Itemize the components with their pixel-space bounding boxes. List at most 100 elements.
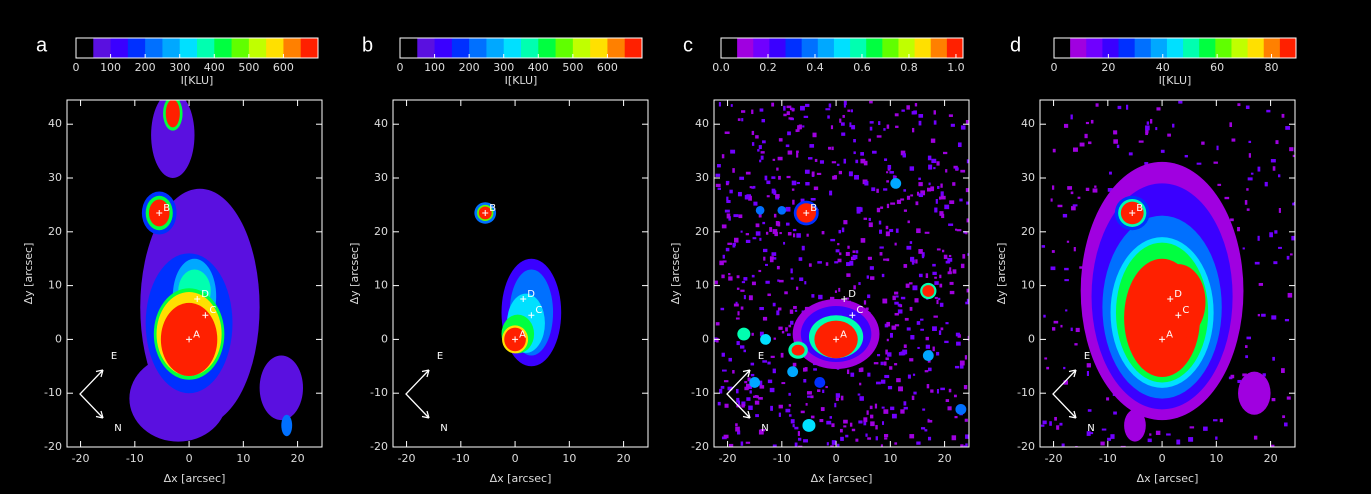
noise-pixel [739,177,744,180]
noise-pixel [949,267,951,271]
colorbar-step [111,38,129,58]
noise-pixel [812,171,815,176]
noise-pixel [959,199,962,202]
noise-pixel [945,169,947,172]
noise-pixel [887,352,891,356]
colorbar-tick-label: 100 [100,61,121,74]
noise-pixel [1190,426,1195,428]
noise-pixel [933,347,935,352]
noise-pixel [870,127,873,131]
noise-pixel [928,165,932,170]
noise-pixel [728,358,731,362]
noise-pixel [934,110,936,114]
noise-pixel [728,273,730,275]
noise-pixel [803,379,806,383]
noise-pixel [838,288,840,292]
noise-pixel [840,429,843,432]
noise-pixel [807,396,811,398]
noise-pixel [910,194,913,196]
colorbar-tick-label: 80 [1265,61,1279,74]
noise-pixel [811,294,814,298]
noise-pixel [917,321,920,325]
noise-pixel [933,316,937,318]
noise-pixel [817,389,820,392]
noise-pixel [809,144,814,148]
noise-pixel [953,269,957,273]
noise-pixel [771,103,774,107]
noise-pixel [1258,314,1260,316]
noise-pixel [918,114,923,118]
noise-pixel [736,389,739,393]
noise-pixel [746,240,750,243]
noise-pixel [762,119,766,122]
colorbar-step [802,38,819,58]
noise-pixel [738,192,742,196]
noise-pixel [792,109,795,111]
noise-pixel [932,264,936,267]
page: a0100200300400500600I[KLU]-20-1001020-20… [0,0,1371,494]
noise-pixel [904,344,907,348]
noise-pixel [920,319,923,321]
noise-pixel [1051,266,1056,270]
y-tick-label: 0 [1028,332,1035,345]
noise-pixel [1054,417,1057,421]
colorbar-tick-label: 0 [397,61,404,74]
colorbar-step [469,38,487,58]
noise-pixel [790,310,793,314]
noise-pixel [1217,184,1221,186]
noise-pixel [1246,106,1250,110]
x-tick-label: 10 [562,452,576,465]
colorbar-step [249,38,267,58]
y-tick-label: 40 [48,117,62,130]
noise-pixel [843,420,848,424]
noise-pixel [1281,368,1285,373]
noise-pixel [1274,230,1277,233]
noise-pixel [776,221,779,226]
noise-pixel [834,403,836,407]
noise-pixel [785,327,788,331]
noise-pixel [746,397,750,401]
noise-pixel [877,135,882,137]
y-axis-label: Δy [arcsec] [22,243,35,305]
noise-pixel [937,186,939,189]
noise-pixel [763,317,767,321]
noise-pixel [756,223,760,227]
noise-pixel [752,333,754,336]
noise-pixel [727,213,731,218]
noise-pixel [761,156,764,160]
noise-pixel [1086,122,1089,124]
noise-pixel [1145,125,1150,130]
noise-pixel [1145,130,1148,134]
noise-pixel [949,114,953,117]
noise-pixel [937,248,941,250]
noise-pixel [805,170,810,174]
noise-pixel [812,133,816,138]
y-tick-label: 20 [695,225,709,238]
noise-pixel [787,176,791,178]
noise-pixel [1224,197,1229,199]
x-tick-label: -20 [719,452,737,465]
compass-label: N [114,423,121,434]
noise-pixel [900,409,904,413]
colorbar-tick-label: 20 [1101,61,1115,74]
noise-pixel [1254,436,1257,440]
noise-pixel [767,195,770,197]
noise-pixel [871,187,875,191]
noise-pixel [895,113,899,116]
y-tick-label: 20 [48,225,62,238]
panel-letter: d [1010,34,1021,56]
noise-pixel [774,338,776,340]
emission-contour [749,377,760,388]
colorbar-step [1264,38,1281,58]
noise-pixel [1271,315,1276,319]
noise-pixel [892,296,895,300]
noise-pixel [839,119,841,123]
emission-contour [792,345,805,356]
noise-pixel [1087,363,1091,367]
noise-pixel [1261,314,1266,317]
noise-pixel [913,110,917,114]
noise-pixel [882,421,884,425]
noise-pixel [949,255,951,257]
panel-letter: b [362,34,373,56]
noise-pixel [787,131,791,135]
